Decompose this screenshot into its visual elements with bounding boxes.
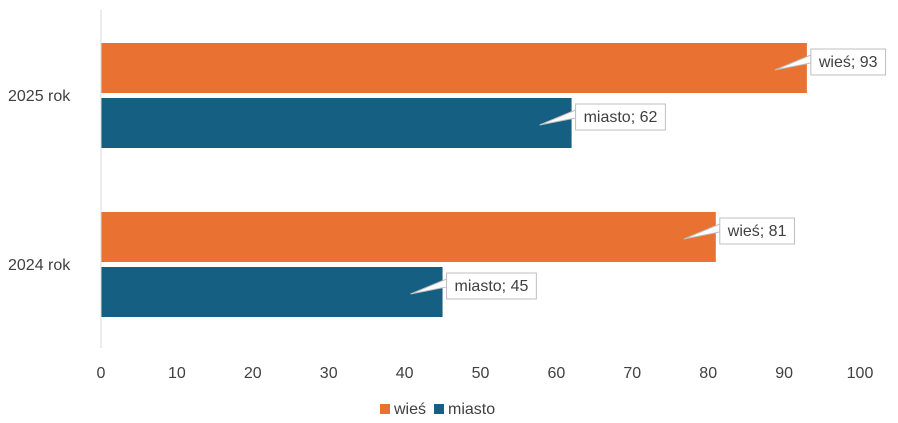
x-tick-label: 100 bbox=[847, 365, 874, 382]
category-label: 2024 rok bbox=[8, 257, 71, 274]
x-tick-label: 20 bbox=[244, 365, 262, 382]
data-label-text: miasto; 62 bbox=[584, 109, 658, 126]
legend-swatch bbox=[434, 404, 445, 414]
x-tick-label: 60 bbox=[548, 365, 566, 382]
bar-miasto-0 bbox=[101, 98, 572, 148]
x-tick-label: 0 bbox=[97, 365, 106, 382]
data-label: wieś; 93 bbox=[774, 48, 887, 76]
legend-item: miasto bbox=[434, 401, 495, 418]
data-label-box bbox=[719, 217, 795, 245]
legend-label: miasto bbox=[448, 401, 495, 418]
data-label: miasto; 45 bbox=[410, 272, 537, 300]
x-tick-label: 80 bbox=[699, 365, 717, 382]
data-label-box bbox=[810, 48, 887, 76]
data-label: miasto; 62 bbox=[539, 103, 666, 131]
bar-miasto-1 bbox=[101, 267, 443, 317]
data-label-box bbox=[575, 103, 666, 131]
legend-swatch bbox=[380, 404, 390, 414]
x-tick-label: 40 bbox=[396, 365, 414, 382]
legend-label: wieś bbox=[393, 401, 426, 418]
bar-wieś-0 bbox=[101, 43, 807, 93]
data-label-box bbox=[446, 272, 537, 300]
data-label: wieś; 81 bbox=[683, 217, 795, 245]
category-label: 2025 rok bbox=[8, 88, 71, 105]
x-tick-label: 70 bbox=[623, 365, 641, 382]
x-tick-label: 90 bbox=[775, 365, 793, 382]
data-label-text: wieś; 93 bbox=[818, 54, 878, 71]
data-label-text: wieś; 81 bbox=[727, 223, 787, 240]
x-tick-label: 10 bbox=[168, 365, 186, 382]
bar-wieś-1 bbox=[101, 212, 716, 262]
data-label-text: miasto; 45 bbox=[455, 278, 529, 295]
x-tick-label: 50 bbox=[472, 365, 490, 382]
x-tick-label: 30 bbox=[320, 365, 338, 382]
legend-item: wieś bbox=[380, 401, 426, 418]
